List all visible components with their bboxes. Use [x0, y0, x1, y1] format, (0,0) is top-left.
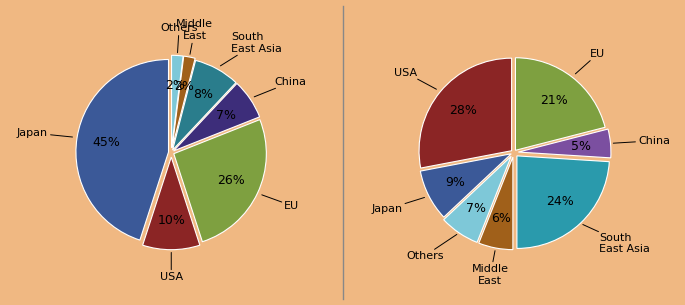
Text: 24%: 24%: [546, 195, 574, 208]
Text: South
East Asia: South East Asia: [583, 224, 650, 254]
Text: 28%: 28%: [449, 104, 477, 117]
Wedge shape: [421, 154, 511, 217]
Text: 2%: 2%: [174, 80, 194, 93]
Text: 10%: 10%: [158, 214, 185, 227]
Wedge shape: [444, 156, 511, 242]
Wedge shape: [479, 157, 513, 249]
Title: 2015-16: 2015-16: [462, 0, 565, 2]
Wedge shape: [515, 58, 605, 150]
Wedge shape: [171, 55, 183, 148]
Text: 9%: 9%: [445, 176, 465, 189]
Text: Japan: Japan: [16, 128, 73, 138]
Text: South
East Asia: South East Asia: [221, 32, 282, 66]
Wedge shape: [173, 84, 260, 151]
Text: Middle
East: Middle East: [472, 251, 509, 286]
Text: 45%: 45%: [92, 136, 121, 149]
Text: 6%: 6%: [491, 212, 511, 225]
Wedge shape: [517, 156, 609, 249]
Wedge shape: [142, 157, 200, 250]
Text: Middle
East: Middle East: [176, 19, 213, 54]
Text: EU: EU: [575, 49, 606, 74]
Text: 8%: 8%: [193, 88, 213, 101]
Text: 5%: 5%: [571, 140, 591, 152]
Text: China: China: [254, 77, 307, 97]
Wedge shape: [419, 58, 512, 168]
Text: USA: USA: [395, 68, 436, 89]
Text: China: China: [613, 136, 670, 146]
Title: 1995-96: 1995-96: [121, 0, 222, 2]
Text: 7%: 7%: [216, 109, 236, 122]
Wedge shape: [174, 120, 266, 242]
Wedge shape: [172, 56, 195, 148]
Text: 26%: 26%: [217, 174, 245, 187]
Text: Others: Others: [406, 235, 457, 261]
Wedge shape: [173, 60, 236, 150]
Text: 2%: 2%: [166, 79, 186, 92]
Text: 7%: 7%: [466, 202, 486, 215]
Text: 21%: 21%: [540, 94, 568, 107]
Wedge shape: [76, 59, 169, 240]
Text: EU: EU: [262, 195, 299, 211]
Text: Others: Others: [160, 23, 198, 53]
Text: Japan: Japan: [371, 197, 425, 214]
Text: USA: USA: [160, 253, 183, 282]
Wedge shape: [519, 129, 611, 158]
